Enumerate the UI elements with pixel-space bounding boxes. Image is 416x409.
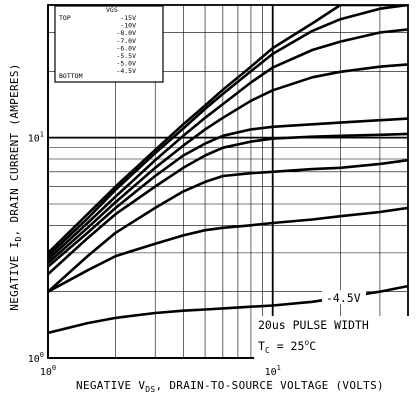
y-axis-label-part2: , DRAIN CURRENT (AMPERES): [8, 63, 21, 236]
x-axis-label-part2: , DRAIN-TO-SOURCE VOLTAGE (VOLTS): [156, 379, 384, 392]
series-line-1: [48, 5, 408, 255]
legend-header: VGS: [106, 6, 118, 14]
pulse-width-annotation: 20us PULSE WIDTH: [258, 318, 369, 332]
legend: TOP BOTTOM VGS -15V-10V-8.0V-7.0V-6.0V-5…: [54, 5, 164, 83]
y-axis-label-part1: NEGATIVE I: [8, 241, 21, 310]
legend-bottom-label: BOTTOM: [59, 72, 83, 80]
tick-base: 10: [28, 134, 40, 145]
legend-entry: -6.0V: [116, 44, 136, 52]
x-axis-label-sub: DS: [145, 385, 155, 394]
legend-entry: -5.0V: [116, 60, 136, 68]
legend-box: [54, 5, 164, 83]
x-axis-label-part1: NEGATIVE V: [76, 379, 145, 392]
legend-entry: -5.5V: [116, 52, 136, 60]
temperature-annotation: TC = 25oC: [258, 338, 316, 355]
temp-prefix: T: [258, 339, 265, 353]
tick-exponent: 0: [40, 351, 44, 359]
y-tick-label: 101: [28, 131, 44, 145]
series-line-4: [48, 63, 408, 265]
legend-entry: -15V: [120, 14, 136, 22]
legend-entry: -8.0V: [116, 29, 136, 37]
temp-value: = 25: [270, 339, 305, 353]
series-line-7: [48, 158, 408, 293]
temp-unit: C: [309, 339, 316, 353]
tick-base: 10: [28, 354, 40, 365]
tick-exponent: 0: [52, 364, 56, 372]
series-line-6: [48, 132, 408, 276]
x-axis-label: NEGATIVE VDS, DRAIN-TO-SOURCE VOLTAGE (V…: [76, 379, 384, 394]
x-tick-label: 101: [265, 364, 281, 378]
tick-exponent: 1: [40, 131, 44, 139]
series-line-5: [48, 117, 408, 268]
tick-exponent: 1: [277, 364, 281, 372]
tick-base: 10: [265, 367, 277, 378]
legend-top-label: TOP: [59, 14, 71, 22]
curve-label: -4.5V: [326, 291, 361, 305]
legend-entry: -4.5V: [116, 67, 136, 75]
tick-base: 10: [40, 367, 52, 378]
y-axis-label-sub: D: [14, 236, 23, 241]
legend-entry: -10V: [120, 22, 136, 30]
legend-entries: -15V-10V-8.0V-7.0V-6.0V-5.5V-5.0V-4.5V: [116, 14, 136, 75]
temp-sup: o: [304, 338, 309, 347]
series-line-3: [48, 28, 408, 261]
temp-sub: C: [265, 346, 270, 355]
annotation-bg: [254, 316, 410, 360]
series-line-2: [48, 5, 408, 258]
y-tick-label: 100: [28, 351, 44, 365]
x-tick-label: 100: [40, 364, 56, 378]
y-axis-label: NEGATIVE ID, DRAIN CURRENT (AMPERES): [8, 63, 23, 310]
plot-frame: [47, 4, 409, 359]
curve-label-bg: [322, 290, 366, 304]
legend-entry: -7.0V: [116, 37, 136, 45]
series-line-8: [48, 206, 408, 293]
